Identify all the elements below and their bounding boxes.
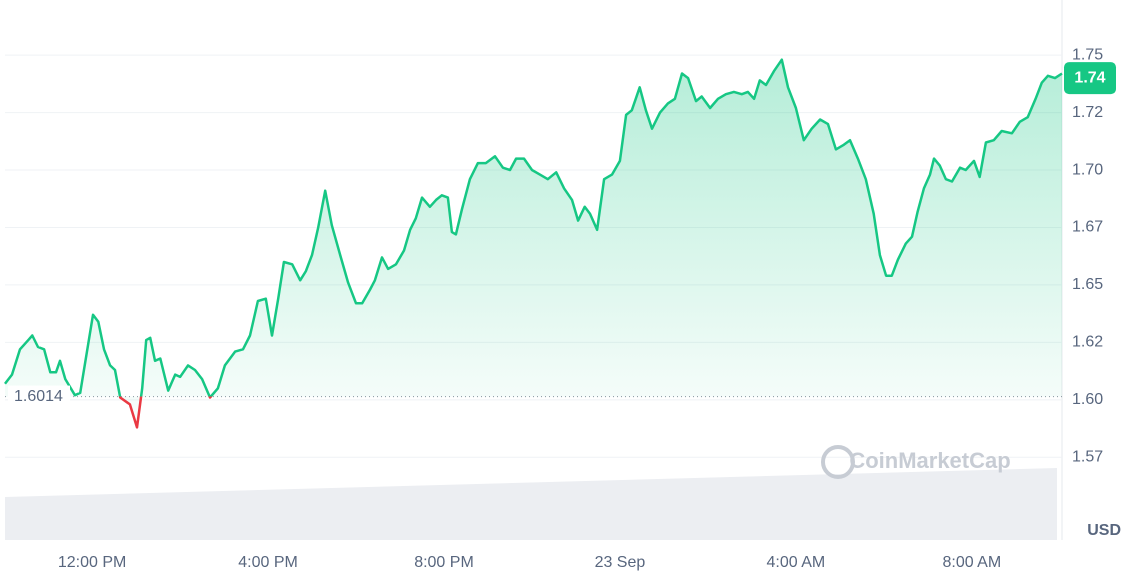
current-price-badge xyxy=(1064,62,1116,95)
x-tick-label: 8:00 PM xyxy=(414,554,474,571)
volume-area xyxy=(5,468,1057,540)
y-tick-label: 1.60 xyxy=(1072,391,1103,408)
price-area xyxy=(5,59,1062,428)
x-tick-label: 23 Sep xyxy=(595,554,646,571)
y-tick-label: 1.72 xyxy=(1072,104,1103,121)
price-line xyxy=(4,58,1063,429)
baseline-label-bg xyxy=(8,385,70,408)
x-tick-label: 4:00 AM xyxy=(767,554,826,571)
current-price-label: 1.74 xyxy=(1074,69,1105,86)
unit-label: USD xyxy=(1087,522,1121,539)
y-tick-label: 1.70 xyxy=(1072,161,1103,178)
x-tick-label: 12:00 PM xyxy=(58,554,126,571)
y-tick-label: 1.75 xyxy=(1072,46,1103,63)
watermark: CoinMarketCap xyxy=(849,448,1010,473)
y-tick-label: 1.62 xyxy=(1072,334,1103,351)
y-tick-label: 1.67 xyxy=(1072,219,1103,236)
x-tick-label: 8:00 AM xyxy=(942,554,1001,571)
x-tick-label: 4:00 PM xyxy=(238,554,298,571)
marks xyxy=(4,58,1063,429)
y-tick-label: 1.57 xyxy=(1072,448,1103,465)
watermark-logo xyxy=(821,445,855,479)
baseline-label: 1.6014 xyxy=(14,388,63,405)
y-tick-label: 1.65 xyxy=(1072,276,1103,293)
